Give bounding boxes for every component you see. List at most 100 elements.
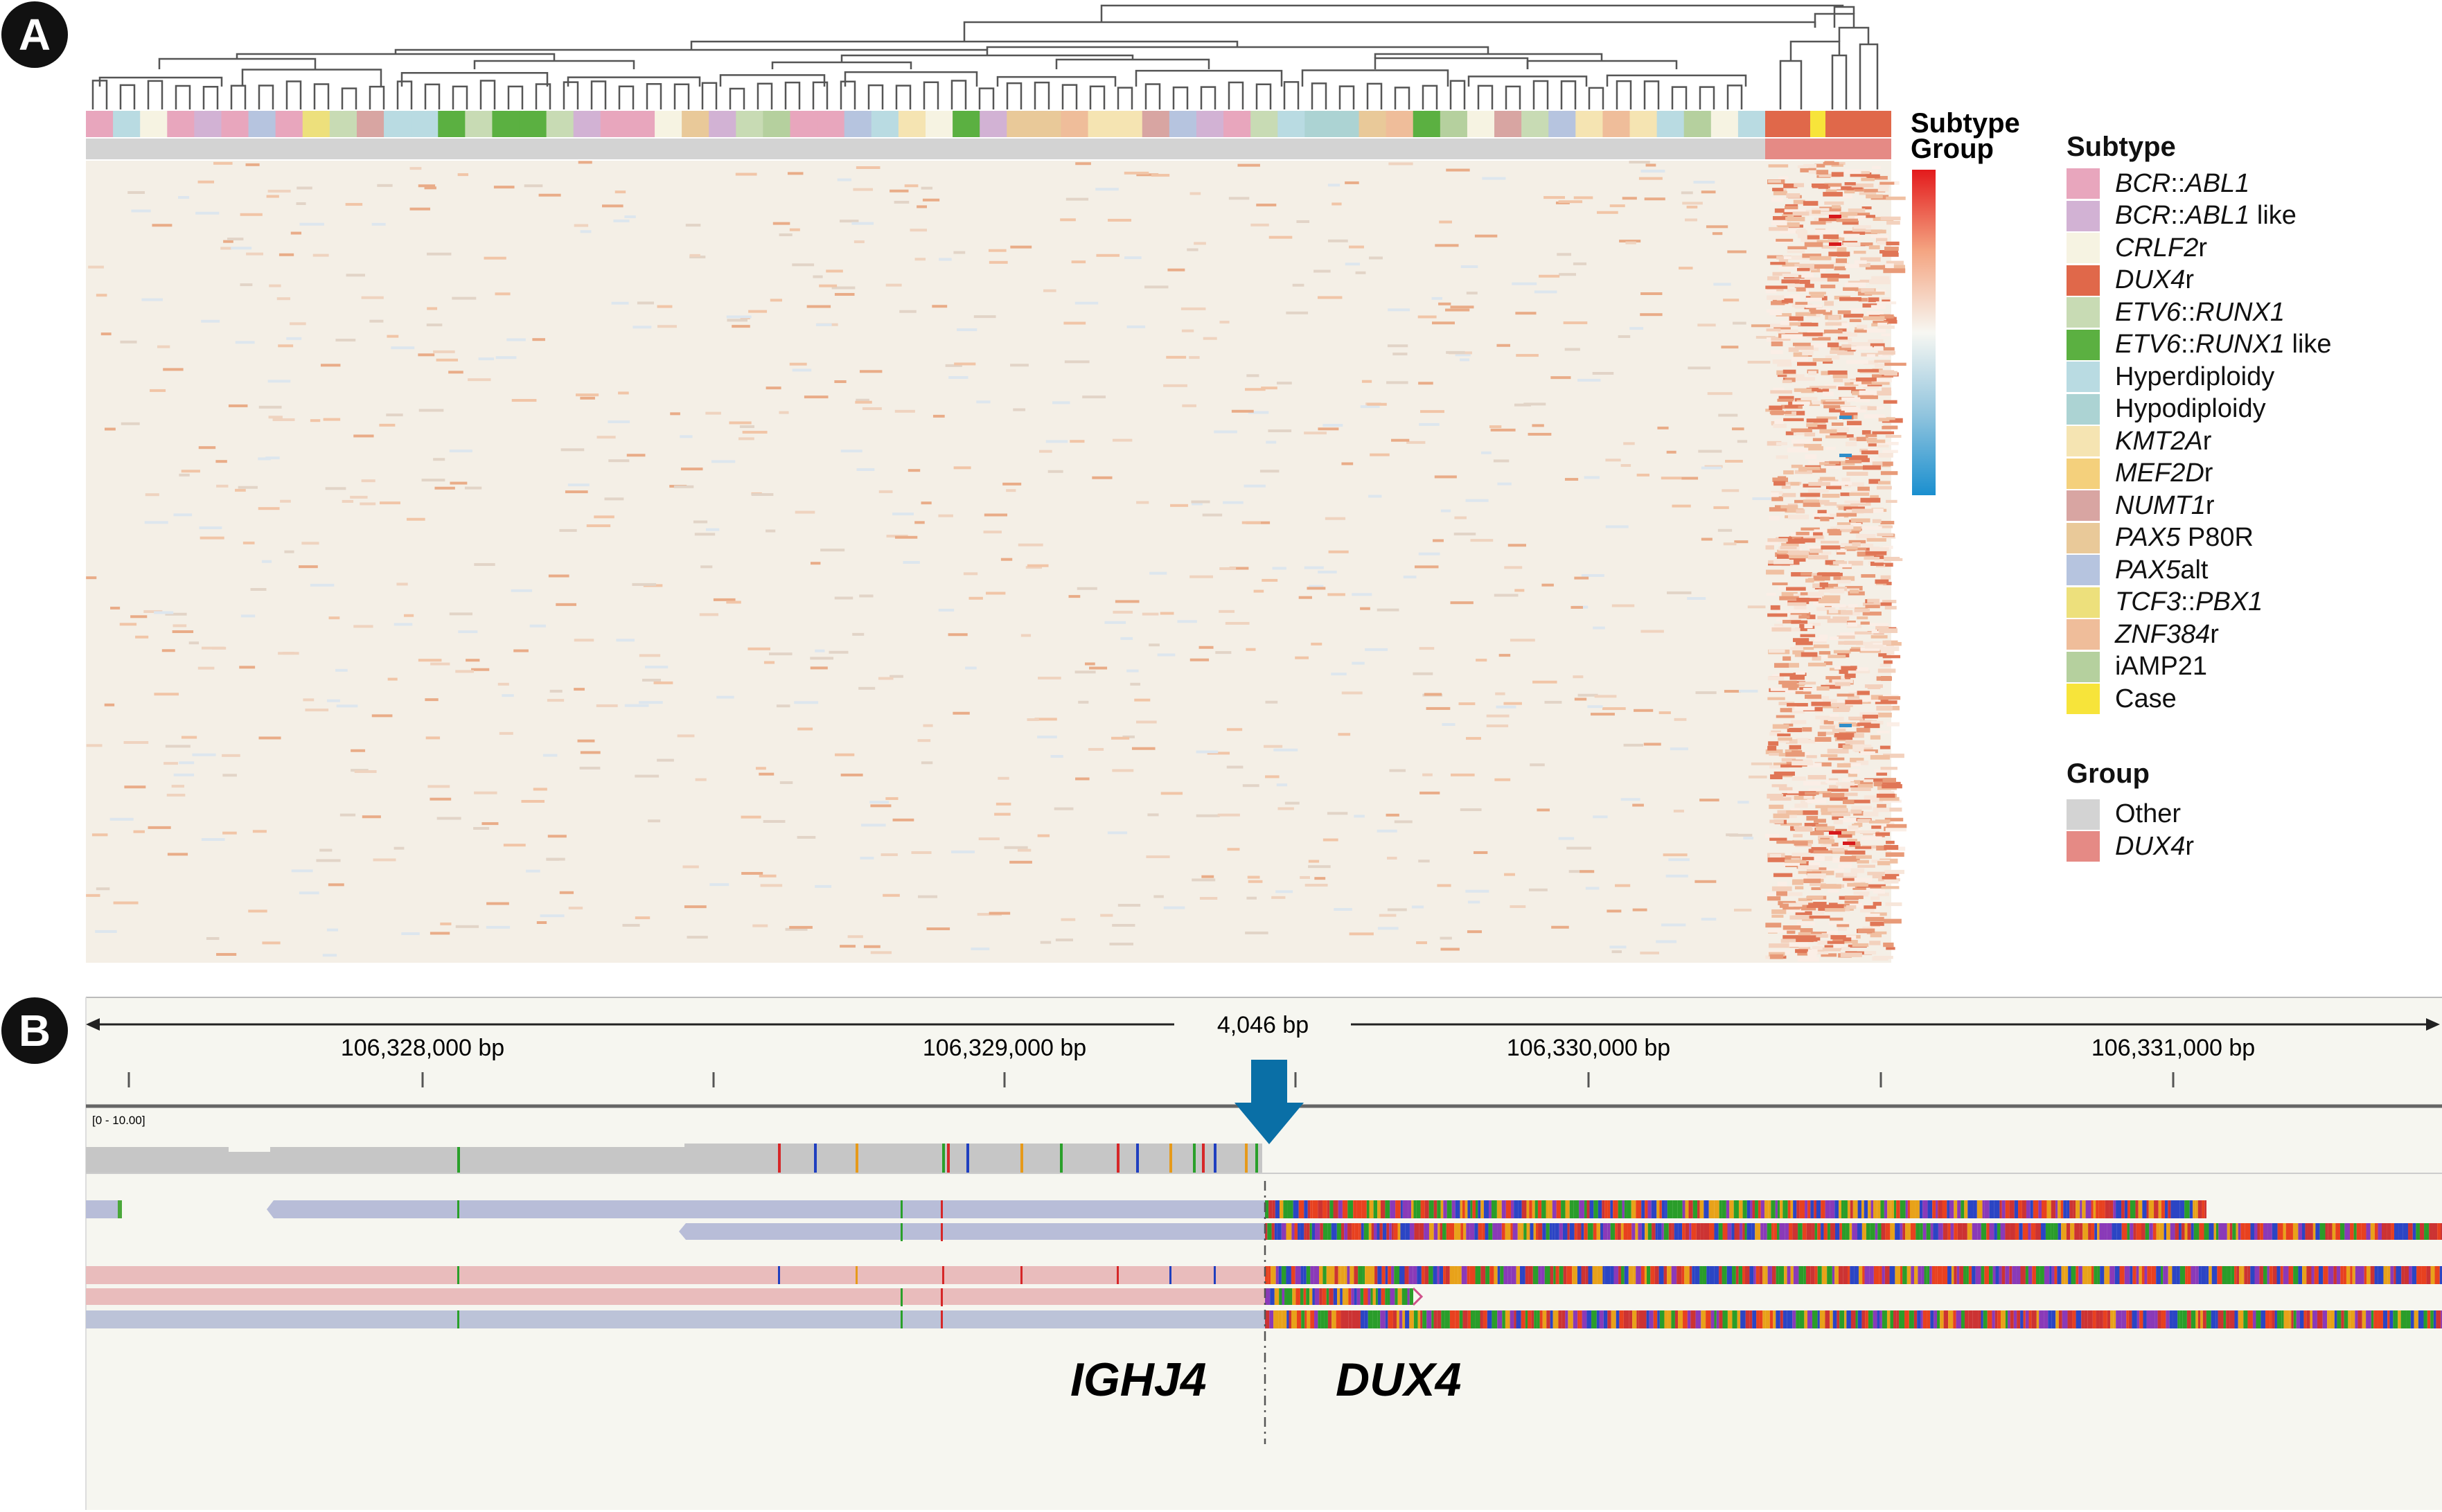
subtype-cell	[1765, 111, 1810, 137]
subtype-cell	[709, 111, 737, 137]
heatmap-cells	[86, 161, 1907, 962]
subtype-cell	[1196, 111, 1225, 137]
subtype-cell	[1223, 111, 1252, 137]
group-legend-item: Other	[2067, 799, 2434, 831]
subtype-legend-label: Case	[2115, 684, 2177, 713]
group-annotation-track	[86, 139, 1891, 159]
subtype-legend-label: MEF2Dr	[2115, 459, 2213, 488]
legend-group-list: Other DUX4r	[2067, 799, 2434, 863]
subtype-legend-label: DUX4r	[2115, 265, 2195, 295]
subtype-track-label: Subtype	[1911, 108, 2020, 139]
subtype-annotation-track	[86, 111, 1891, 137]
subtype-legend-item: NUMT1r	[2067, 490, 2434, 522]
subtype-legend-swatch	[2067, 619, 2100, 650]
subtype-cell	[546, 111, 574, 137]
subtype-legend-swatch	[2067, 297, 2100, 328]
subtype-legend-swatch	[2067, 329, 2100, 360]
subtype-cell	[1810, 111, 1825, 137]
dendrogram	[91, 4, 1879, 109]
subtype-cell	[1331, 111, 1360, 137]
legend-group-title: Group	[2067, 758, 2150, 789]
group-track-label: Group	[1911, 134, 1994, 164]
subtype-cell	[411, 111, 439, 137]
panel-a-label: A	[1, 1, 68, 68]
subtype-cell	[1548, 111, 1577, 137]
subtype-cell	[763, 111, 791, 137]
subtype-cell	[167, 111, 195, 137]
subtype-legend-item: TCF3::PBX1	[2067, 587, 2434, 619]
group-cell	[86, 139, 1765, 159]
subtype-cell	[113, 111, 141, 137]
ruler-label-4: 106,331,000 bp	[2091, 1035, 2255, 1061]
group-cell	[1765, 139, 1891, 159]
subtype-cell	[1683, 111, 1712, 137]
group-legend-swatch	[2067, 831, 2100, 862]
subtype-cell	[1061, 111, 1089, 137]
subtype-legend-label: Hypodiploidy	[2115, 394, 2266, 424]
subtype-cell	[1386, 111, 1414, 137]
subtype-cell	[1359, 111, 1387, 137]
subtype-legend-swatch	[2067, 265, 2100, 296]
heatmap-panel: Subtype Group	[86, 4, 2020, 963]
subtype-legend-swatch	[2067, 393, 2100, 425]
subtype-cell	[1304, 111, 1333, 137]
subtype-legend-label: BCR::ABL1	[2115, 168, 2250, 198]
subtype-cell	[627, 111, 656, 137]
group-legend-label: DUX4r	[2115, 831, 2195, 861]
subtype-cell	[194, 111, 222, 137]
subtype-cell	[492, 111, 520, 137]
subtype-cell	[736, 111, 764, 137]
subtype-cell	[302, 111, 330, 137]
subtype-cell	[926, 111, 954, 137]
subtype-cell	[1142, 111, 1170, 137]
subtype-cell	[1494, 111, 1523, 137]
subtype-cell	[1250, 111, 1279, 137]
heatmap-background	[86, 161, 1891, 963]
subtype-legend-label: CRLF2r	[2115, 233, 2208, 263]
group-legend-item: DUX4r	[2067, 830, 2434, 863]
subtype-cell	[86, 111, 114, 137]
subtype-legend-swatch	[2067, 490, 2100, 522]
subtype-cell	[275, 111, 303, 137]
subtype-cell	[817, 111, 845, 137]
subtype-cell	[140, 111, 168, 137]
subtype-legend-swatch	[2067, 168, 2100, 199]
ruler-label-1: 106,328,000 bp	[341, 1035, 504, 1061]
gene-label-ighj4: IGHJ4	[1070, 1353, 1207, 1406]
subtype-cell	[356, 111, 385, 137]
subtype-legend-item: ETV6::RUNX1 like	[2067, 329, 2434, 362]
subtype-legend-swatch	[2067, 684, 2100, 715]
subtype-cell	[1575, 111, 1604, 137]
subtype-legend-label: PAX5 P80R	[2115, 523, 2254, 553]
subtype-legend-item: CRLF2r	[2067, 232, 2434, 265]
subtype-cell	[329, 111, 357, 137]
subtype-cell	[1825, 111, 1891, 137]
subtype-legend-item: Hypodiploidy	[2067, 393, 2434, 426]
subtype-cell	[600, 111, 628, 137]
subtype-cell	[1521, 111, 1550, 137]
subtype-legend-item: DUX4r	[2067, 265, 2434, 297]
subtype-cell	[898, 111, 926, 137]
subtype-cell	[1413, 111, 1441, 137]
ruler-label-2: 106,329,000 bp	[923, 1035, 1086, 1061]
coverage-track	[86, 1144, 1262, 1173]
breakpoint-arrow	[1235, 1060, 1304, 1144]
subtype-cell	[221, 111, 249, 137]
ruler-label-3: 106,330,000 bp	[1507, 1035, 1670, 1061]
subtype-legend-item: BCR::ABL1 like	[2067, 200, 2434, 233]
subtype-cell	[953, 111, 981, 137]
ruler-ticks	[127, 1072, 2175, 1087]
legend-subtype-title: Subtype	[2067, 132, 2176, 162]
panel-b-label: B	[1, 997, 68, 1064]
subtype-legend-label: iAMP21	[2115, 652, 2208, 682]
subtype-cell	[465, 111, 493, 137]
subtype-cell	[1629, 111, 1658, 137]
subtype-cell	[248, 111, 276, 137]
span-label: 4,046 bp	[1217, 1012, 1309, 1038]
subtype-cell	[655, 111, 683, 137]
subtype-legend-item: iAMP21	[2067, 651, 2434, 684]
subtype-legend-item: Hyperdiploidy	[2067, 361, 2434, 393]
subtype-cell	[573, 111, 601, 137]
